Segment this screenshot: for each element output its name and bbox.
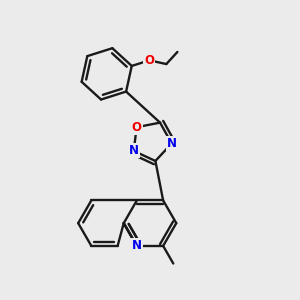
Text: N: N bbox=[132, 239, 142, 252]
Text: O: O bbox=[144, 54, 154, 67]
Text: O: O bbox=[132, 121, 142, 134]
Text: N: N bbox=[129, 144, 139, 158]
Text: N: N bbox=[167, 137, 177, 150]
